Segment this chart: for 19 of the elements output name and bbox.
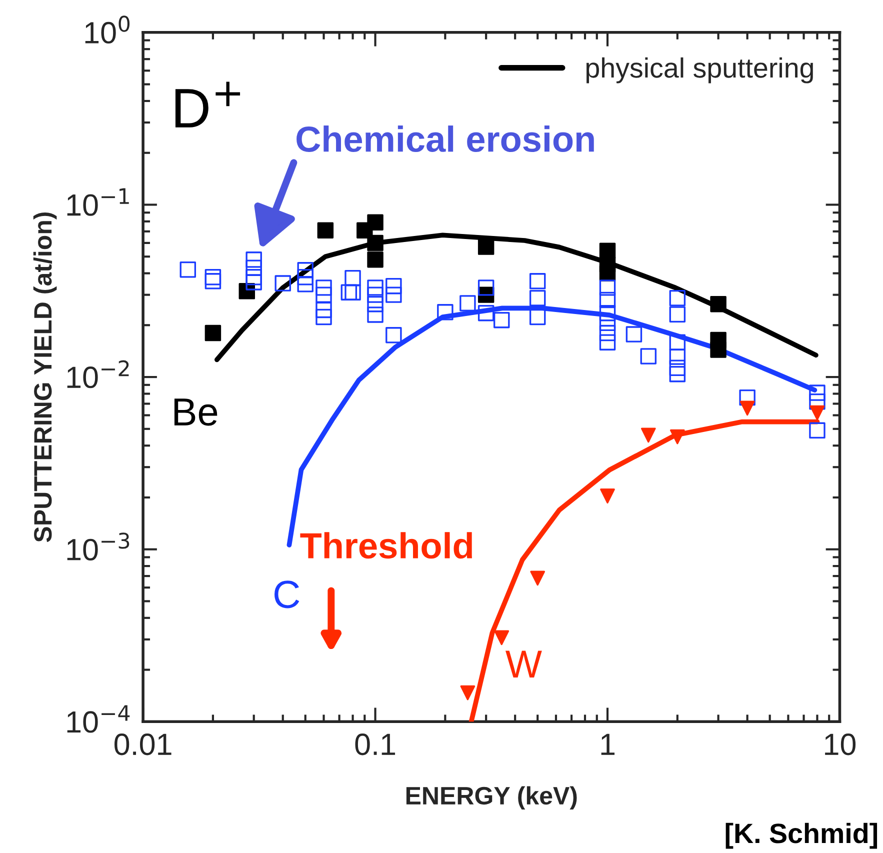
x-tick-label: 0.01 xyxy=(114,734,172,756)
y-tick-label: 10$^{−1}$ xyxy=(67,188,129,216)
annotation: Threshold xyxy=(300,532,472,559)
y-tick-label: 10$^{−3}$ xyxy=(67,532,130,560)
y-tick-label: 10$^{−4}$ xyxy=(67,705,130,733)
x-axis-title: ENERGY (keV) xyxy=(406,786,577,810)
x-tick-label: 1 xyxy=(601,734,615,755)
x-tick-label: 10 xyxy=(825,734,856,756)
annotation: D$^{+}$ xyxy=(175,82,240,128)
legend-label: physical sputtering xyxy=(586,57,813,84)
y-tick-label: 10$^{−2}$ xyxy=(67,360,129,388)
annotation: C xyxy=(274,580,300,608)
y-axis-title: SPUTTERING YIELD (at/ion) xyxy=(33,212,57,542)
x-tick-label: 0.1 xyxy=(355,734,396,756)
y-tick-label: 10$^{0}$ xyxy=(85,16,130,44)
annotation: Be xyxy=(174,398,218,426)
annotation: Chemical erosion xyxy=(296,126,594,152)
annotation: W xyxy=(505,650,542,678)
text: [K. Schmid] xyxy=(726,822,878,849)
